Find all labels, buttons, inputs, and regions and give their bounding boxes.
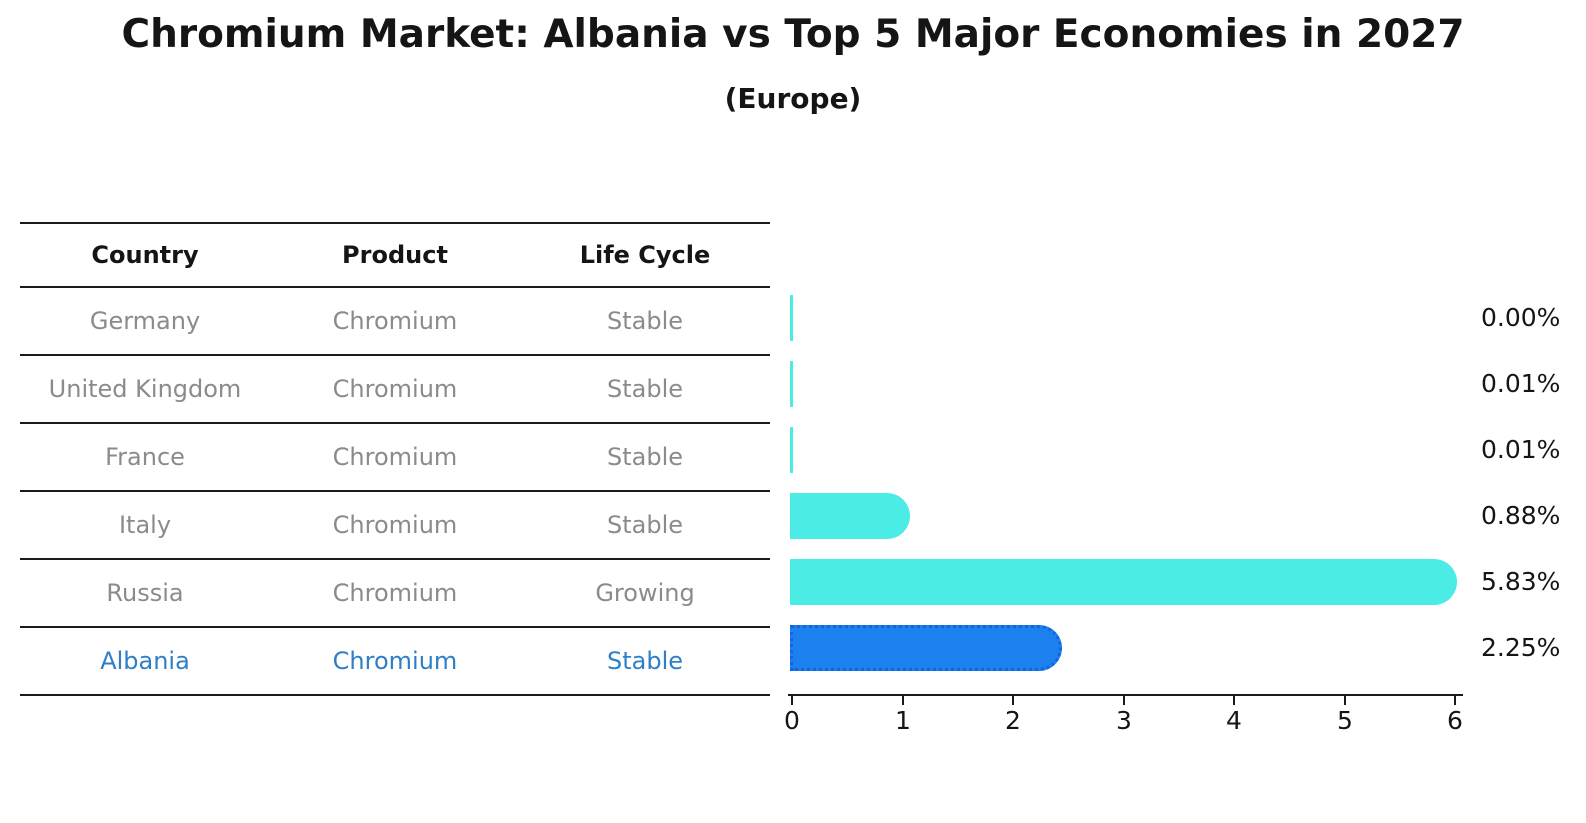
value-label-italy: 0.88% (1481, 501, 1561, 530)
cell-country: Albania (100, 647, 190, 675)
cell-life-cycle: Stable (606, 647, 684, 675)
x-axis-tick (1233, 696, 1235, 705)
cell-country: France (105, 443, 185, 471)
x-axis-tick-label: 0 (784, 706, 800, 735)
x-axis (788, 694, 1463, 696)
x-axis-tick (1454, 696, 1456, 705)
cell-country: Russia (106, 579, 184, 607)
cell-product: Chromium (332, 647, 458, 675)
cell-life-cycle: Growing (595, 579, 695, 607)
cell-life-cycle: Stable (606, 307, 684, 335)
cell-life-cycle: Stable (606, 511, 684, 539)
table-header-row: Country Product Life Cycle (20, 224, 770, 288)
value-label-russia: 5.83% (1481, 567, 1561, 596)
x-axis-tick (1012, 696, 1014, 705)
x-axis-tick (791, 696, 793, 705)
bar-united-kingdom (790, 361, 793, 407)
cell-country: United Kingdom (48, 375, 242, 403)
cell-product: Chromium (332, 307, 458, 335)
column-header-life-cycle: Life Cycle (579, 241, 711, 269)
cell-life-cycle: Stable (606, 443, 684, 471)
cell-country: Germany (89, 307, 201, 335)
bar-russia (790, 559, 1458, 605)
column-header-product: Product (342, 241, 448, 269)
table-row-italy: Italy Chromium Stable (20, 492, 770, 560)
cell-product: Chromium (332, 443, 458, 471)
x-axis-tick-label: 2 (1005, 706, 1021, 735)
bar-albania (790, 625, 1062, 671)
table-row-united-kingdom: United Kingdom Chromium Stable (20, 356, 770, 424)
table-row-russia: Russia Chromium Growing (20, 560, 770, 628)
x-axis-tick (1123, 696, 1125, 705)
table-row-albania: Albania Chromium Stable (20, 628, 770, 696)
cell-country: Italy (118, 511, 172, 539)
chart-title: Chromium Market: Albania vs Top 5 Major … (121, 12, 1465, 57)
x-axis-tick-label: 3 (1116, 706, 1132, 735)
table-row-france: France Chromium Stable (20, 424, 770, 492)
x-axis-tick-label: 1 (895, 706, 911, 735)
x-axis-tick-label: 6 (1447, 706, 1463, 735)
column-header-country: Country (91, 241, 199, 269)
x-axis-tick (902, 696, 904, 705)
x-axis-tick-label: 4 (1226, 706, 1242, 735)
value-label-united-kingdom: 0.01% (1481, 369, 1561, 398)
table-row-germany: Germany Chromium Stable (20, 288, 770, 356)
x-axis-tick-label: 5 (1337, 706, 1353, 735)
value-label-germany: 0.00% (1481, 303, 1561, 332)
cell-product: Chromium (332, 375, 458, 403)
chart-subtitle: (Europe) (724, 82, 862, 115)
country-table: Country Product Life Cycle Germany Chrom… (20, 222, 770, 696)
bar-germany (790, 295, 793, 341)
bar-france (790, 427, 793, 473)
x-axis-tick (1344, 696, 1346, 705)
bar-italy (790, 493, 911, 539)
value-label-albania: 2.25% (1481, 633, 1561, 662)
cell-life-cycle: Stable (606, 375, 684, 403)
cell-product: Chromium (332, 511, 458, 539)
cell-product: Chromium (332, 579, 458, 607)
value-label-france: 0.01% (1481, 435, 1561, 464)
